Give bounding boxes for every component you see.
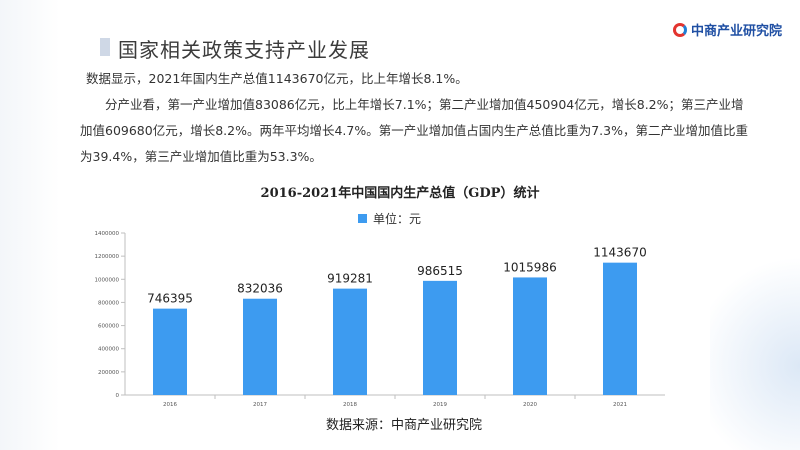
data-label: 746395 <box>147 292 193 306</box>
bar <box>153 308 187 395</box>
brand-logo: 中商产业研究院 <box>672 20 782 39</box>
x-tick-label: 2018 <box>343 402 357 408</box>
data-label: 1015986 <box>503 260 556 274</box>
data-label: 986515 <box>417 264 463 278</box>
chart-title: 2016-2021年中国国内生产总值（GDP）统计 <box>260 186 540 201</box>
bar <box>513 277 547 395</box>
paragraph-summary: 数据显示，2021年国内生产总值1143670亿元，比上年增长8.1%。 <box>86 71 468 86</box>
y-tick-label: 1200000 <box>95 254 120 260</box>
chart-legend: 单位：元 <box>358 210 421 227</box>
bar <box>603 262 637 395</box>
x-tick-label: 2016 <box>163 402 177 408</box>
logo-text: 中商产业研究院 <box>690 24 782 39</box>
y-tick-label: 1400000 <box>95 231 120 237</box>
y-tick-label: 1000000 <box>95 277 120 283</box>
source-note: 数据来源：中商产业研究院 <box>326 418 483 433</box>
legend-swatch <box>358 214 367 223</box>
y-tick-label: 600000 <box>98 324 119 330</box>
x-tick-label: 2017 <box>253 402 267 408</box>
page-title: 国家相关政策支持产业发展 <box>118 38 370 62</box>
x-tick-label: 2020 <box>523 402 537 408</box>
y-tick-label: 400000 <box>98 347 119 353</box>
data-label: 919281 <box>327 272 373 286</box>
x-tick-label: 2021 <box>613 402 627 408</box>
y-tick-label: 200000 <box>98 370 119 376</box>
data-label: 832036 <box>237 282 283 296</box>
bar <box>243 298 277 395</box>
logo-icon <box>672 22 687 37</box>
y-tick-label: 0 <box>116 393 120 399</box>
data-label: 1143670 <box>593 246 646 260</box>
bar <box>423 280 457 395</box>
paragraph-detail: 分产业看，第一产业增加值83086亿元，比上年增长7.1%；第二产业增加值450… <box>80 97 748 164</box>
legend-label: 单位：元 <box>373 212 422 226</box>
decorative-wave <box>710 240 800 450</box>
y-tick-label: 800000 <box>98 300 119 306</box>
x-tick-label: 2019 <box>433 402 447 408</box>
title-accent <box>100 38 110 56</box>
watermark-left <box>0 0 60 450</box>
bar <box>333 288 367 395</box>
